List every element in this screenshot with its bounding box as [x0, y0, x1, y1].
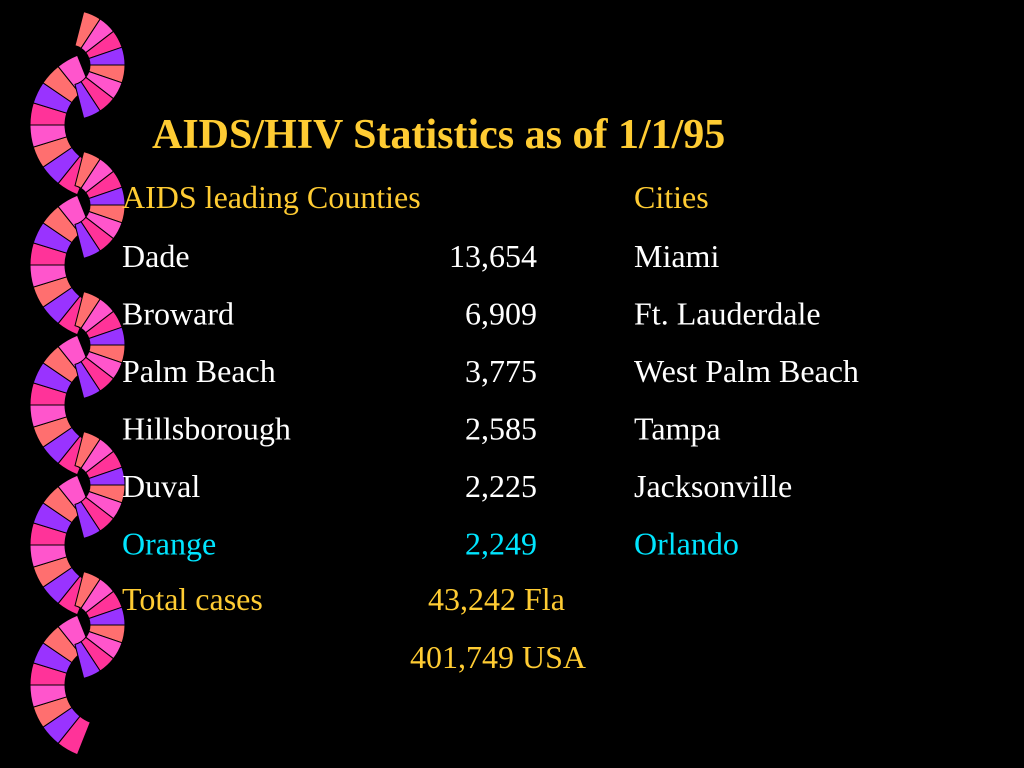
ribbon-wedge	[74, 361, 101, 399]
slide-title: AIDS/HIV Statistics as of 1/1/95	[152, 112, 725, 158]
ribbon-wedge	[74, 501, 101, 539]
table-row: Duval 2,225 Jacksonville	[122, 468, 792, 504]
county: Broward	[122, 296, 234, 332]
total-value: 43,242 Fla	[428, 581, 565, 617]
county: Dade	[122, 238, 190, 274]
table-row: Hillsborough 2,585 Tampa	[122, 411, 721, 447]
ribbon-wedge	[74, 221, 101, 259]
column-header: Cities	[634, 179, 709, 215]
cases: 2,225	[465, 468, 537, 504]
city: Orlando	[634, 526, 739, 562]
city: Miami	[634, 238, 719, 274]
total-value: 401,749 USA	[410, 639, 586, 675]
table-rows: Dade 13,654 Miami Broward 6,909 Ft. Lauderdal…	[122, 238, 859, 562]
cases: 2,249	[465, 526, 537, 562]
cases: 13,654	[449, 238, 537, 274]
table-row: Dade 13,654 Miami	[122, 238, 719, 274]
city: Ft. Lauderdale	[634, 296, 821, 332]
cases: 2,585	[465, 411, 537, 447]
cases: 3,775	[465, 353, 537, 389]
table-row: Orange 2,249 Orlando	[122, 526, 739, 562]
county: Duval	[122, 468, 200, 504]
cases: 6,909	[465, 296, 537, 332]
total-label: Total cases	[122, 581, 263, 617]
ribbon-decoration	[29, 11, 126, 756]
county: Palm Beach	[122, 353, 276, 389]
table-row: Broward 6,909 Ft. Lauderdale	[122, 296, 821, 332]
ribbon-wedge	[74, 641, 101, 679]
city: West Palm Beach	[634, 353, 859, 389]
ribbon-wedge	[74, 81, 101, 119]
city: Jacksonville	[634, 468, 792, 504]
column-header: AIDS leading Counties	[122, 179, 421, 215]
table-row: Palm Beach 3,775 West Palm Beach	[122, 353, 859, 389]
city: Tampa	[634, 411, 721, 447]
county: Orange	[122, 526, 216, 562]
county: Hillsborough	[122, 411, 291, 447]
